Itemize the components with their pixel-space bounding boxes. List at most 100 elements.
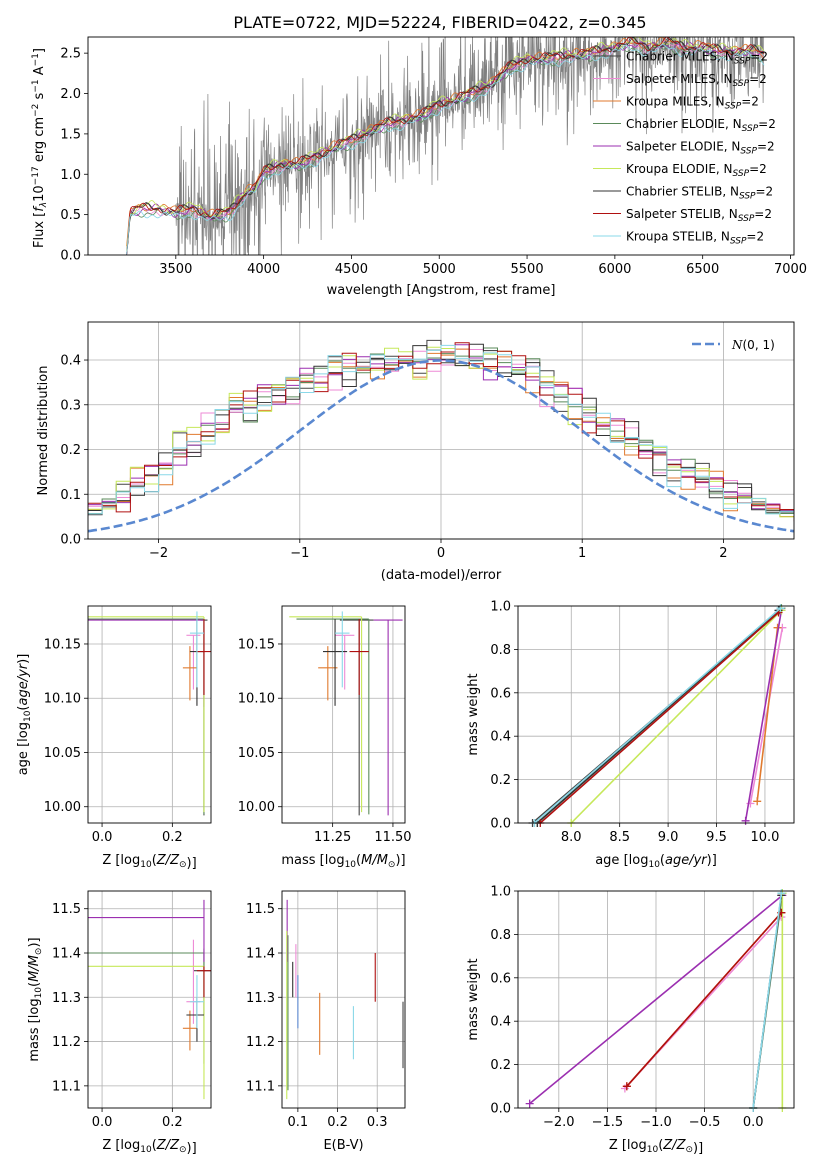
x-tick-label: 11.25 — [314, 830, 351, 845]
mass-weight-marker — [753, 797, 762, 806]
y-axis-label: Normed distribution — [36, 366, 51, 496]
x-tick-label: 0.1 — [288, 1115, 309, 1130]
y-axis-label: Flux [fλ10−17 erg cm−2 s−1 A−1] — [31, 48, 49, 248]
mass-weight-line-5 — [529, 894, 783, 1105]
legend-entry: Salpeter MILES, NSSP=2 — [626, 72, 767, 89]
y-tick-label: 11.2 — [52, 1035, 81, 1050]
mass-weight-vs-age-panel: 8.0 8.5 9.0 9.5 10.0 0.0 0.2 0.4 0.6 0.8 1.0 mass w… — [466, 600, 795, 870]
x-axis-label: E(B-V) — [323, 1138, 363, 1153]
y-tick-label: 0.2 — [490, 773, 511, 788]
x-tick-label: 8.0 — [561, 830, 582, 845]
figure-title: PLATE=0722, MJD=52224, FIBERID=0422, z=0… — [233, 13, 646, 32]
y-tick-label: 1.0 — [490, 885, 511, 900]
x-tick-label: 0.0 — [743, 1115, 764, 1130]
residual-histogram-3 — [88, 348, 794, 522]
legend-entry: Salpeter STELIB, NSSP=2 — [626, 207, 772, 224]
y-tick-label: 0.6 — [490, 971, 511, 986]
x-tick-label: 10.0 — [750, 830, 779, 845]
x-tick-label: 5500 — [511, 262, 544, 277]
mass-weight-marker — [525, 1099, 534, 1108]
y-tick-label: 2.0 — [60, 87, 81, 102]
x-tick-label: 0.2 — [327, 1115, 348, 1130]
y-tick-label: 0.8 — [490, 928, 511, 943]
y-tick-label: 0.0 — [60, 533, 81, 548]
normal-reference-curve — [88, 359, 794, 533]
x-tick-label: 8.5 — [609, 830, 630, 845]
x-tick-label: −2.0 — [543, 1115, 575, 1130]
y-tick-label: 10.15 — [238, 637, 275, 652]
x-tick-label: 3500 — [159, 262, 192, 277]
legend-entry: Chabrier ELODIE, NSSP=2 — [626, 117, 776, 134]
mass-vs-metallicity-panel: 0.0 0.2 11.1 11.2 11.3 11.4 11.5 Z [log10(Z/Z⊙)… — [27, 890, 212, 1156]
y-tick-label: 10.10 — [238, 692, 275, 707]
y-tick-label: 2.5 — [60, 47, 81, 62]
y-tick-label: 11.1 — [246, 1079, 275, 1094]
legend-entry: Chabrier STELIB, NSSP=2 — [626, 185, 773, 202]
model-spectrum-4 — [126, 43, 765, 255]
y-tick-label: 1.5 — [60, 127, 81, 142]
model-spectrum-3 — [126, 37, 765, 247]
residual-histogram-4 — [88, 347, 794, 518]
y-tick-label: 10.15 — [44, 637, 81, 652]
x-tick-label: −1.0 — [640, 1115, 672, 1130]
y-tick-label: 10.05 — [238, 746, 275, 761]
y-tick-label: 11.4 — [52, 947, 81, 962]
y-tick-label: 0.8 — [490, 643, 511, 658]
legend-entry: Chabrier MILES, NSSP=2 — [626, 50, 768, 67]
x-tick-label: 7000 — [774, 262, 807, 277]
x-axis-label: Z [log10(Z/Z⊙)] — [102, 853, 196, 871]
y-tick-label: 0.2 — [60, 443, 81, 458]
x-tick-label: 0.0 — [92, 1115, 113, 1130]
y-tick-label: 0.0 — [60, 249, 81, 264]
residual-histogram-5 — [88, 344, 794, 520]
y-tick-label: 1.0 — [60, 168, 81, 183]
x-tick-label: 6500 — [686, 262, 719, 277]
y-tick-label: 0.0 — [490, 817, 511, 832]
legend-entry: Kroupa ELODIE, NSSP=2 — [626, 162, 767, 179]
residual-histogram-9 — [88, 344, 794, 517]
y-tick-label: 0.3 — [60, 398, 81, 413]
y-tick-label: 0.4 — [490, 730, 511, 745]
residual-histogram-1 — [88, 339, 794, 516]
x-tick-label: 0.2 — [162, 830, 183, 845]
mass-weight-line-9 — [533, 607, 781, 823]
x-tick-label: 0 — [437, 546, 445, 561]
y-tick-label: 0.5 — [60, 208, 81, 223]
x-axis-label: age [log10(age/yr)] — [595, 853, 717, 870]
x-tick-label: 9.0 — [658, 830, 679, 845]
mass-weight-line-8 — [539, 611, 780, 823]
residual-histogram-8 — [88, 342, 794, 522]
x-tick-label: −1 — [290, 546, 309, 561]
axes-frame — [281, 605, 406, 824]
mass-weight-line-8 — [626, 912, 782, 1087]
residual-histogram-7 — [88, 343, 794, 517]
residual-histogram-2 — [88, 348, 794, 517]
legend-entry: Kroupa STELIB, NSSP=2 — [626, 230, 764, 247]
y-tick-label: 11.4 — [246, 947, 275, 962]
mass-vs-ebv-panel: 0.1 0.2 0.3 11.1 11.2 11.3 11.4 11.5 E(B-V) — [246, 890, 406, 1153]
mass-weight-marker — [622, 1082, 631, 1091]
y-tick-label: 0.0 — [490, 1102, 511, 1117]
x-tick-label: 4500 — [335, 262, 368, 277]
axes-frame — [87, 605, 212, 824]
y-tick-label: 11.5 — [246, 902, 275, 917]
axes-frame — [281, 890, 406, 1109]
x-tick-label: 9.5 — [706, 830, 727, 845]
x-tick-label: 4000 — [247, 262, 280, 277]
y-tick-label: 11.3 — [52, 991, 81, 1006]
x-tick-label: 6000 — [598, 262, 631, 277]
residuals-panel: −2 −1 0 1 2 0.0 0.1 0.2 0.3 0.4 N(0, 1) (data-model… — [36, 321, 795, 583]
y-axis-label: mass weight — [466, 958, 481, 1040]
x-tick-label: 0.0 — [92, 830, 113, 845]
y-axis-label: mass weight — [466, 673, 481, 755]
y-axis-label: age [log10(age/yr)] — [16, 654, 33, 776]
y-tick-label: 10.00 — [238, 800, 275, 815]
residual-histogram-6 — [88, 346, 794, 518]
x-axis-label: Z [log10(Z/Z⊙)] — [102, 1138, 196, 1156]
legend-entry: Salpeter ELODIE, NSSP=2 — [626, 140, 775, 157]
y-tick-label: 11.3 — [246, 991, 275, 1006]
x-axis-label: mass [log10(M/M⊙)] — [281, 853, 405, 870]
y-tick-label: 0.4 — [60, 354, 81, 369]
observed-spectrum — [175, 37, 765, 255]
